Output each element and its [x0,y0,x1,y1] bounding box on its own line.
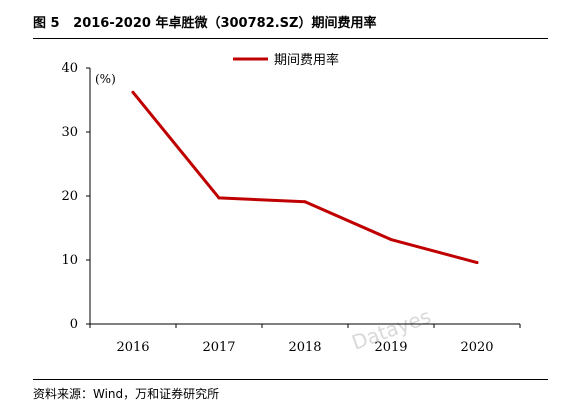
chart-ticks: 0 10 20 30 40 (%) 2016 2017 2018 2019 2020 [61,61,521,355]
source-note: 资料来源：Wind，万和证券研究所 [33,387,220,401]
y-tick-label: 40 [61,61,78,76]
x-tick-label: 2018 [288,340,321,355]
y-tick-label: 0 [70,317,78,332]
chart-series [131,90,479,265]
data-point [303,200,307,204]
series-line [131,90,479,265]
x-tick-label: 2020 [460,340,493,355]
source-divider [33,379,548,380]
data-point [475,261,479,265]
y-tick-label: 20 [61,189,78,204]
y-tick-label: 10 [61,253,78,268]
x-tick-label: 2017 [202,340,235,355]
title-divider [33,38,548,39]
chart-legend: 期间费用率 [233,52,339,68]
figure-label: 图 5 [33,16,60,31]
data-point [217,196,221,200]
legend-label: 期间费用率 [274,52,339,68]
y-tick-label: 30 [61,125,78,140]
data-point [131,90,135,94]
x-tick-label: 2016 [116,340,149,355]
figure-title-text: 2016-2020 年卓胜微（300782.SZ）期间费用率 [73,16,377,31]
chart-axes [89,68,520,325]
data-point [389,238,393,242]
y-unit-label: (%) [95,72,116,86]
x-tick-label: 2019 [374,340,407,355]
figure-title: 图 5 2016-2020 年卓胜微（300782.SZ）期间费用率 [33,12,376,31]
